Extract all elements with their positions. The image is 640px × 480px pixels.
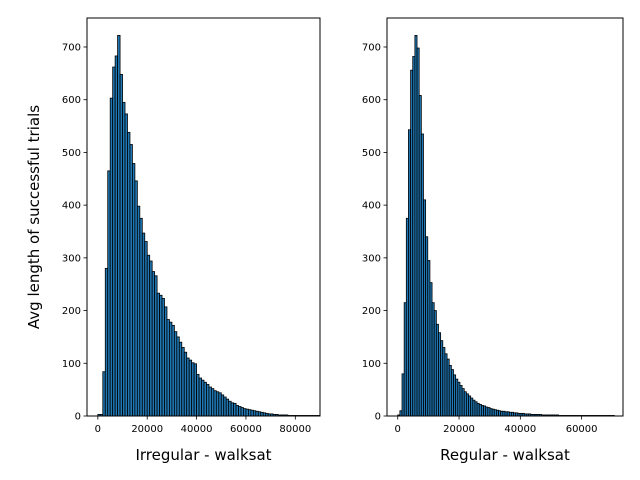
x-tick-label: 40000 — [181, 424, 213, 435]
x-tick-label: 0 — [395, 424, 401, 435]
y-tick-label: 700 — [62, 42, 81, 53]
y-tick-label: 100 — [62, 359, 81, 370]
right-axes-frame — [386, 17, 624, 417]
y-tick-label: 300 — [362, 253, 381, 264]
left-panel: 0 100 200 300 400 500 600 700 0 20000 40000 60000 8… — [25, 17, 321, 464]
x-tick-label: 60000 — [566, 424, 598, 435]
y-tick-label: 600 — [362, 95, 381, 106]
y-axis-label: Avg length of successful trials — [25, 105, 43, 329]
x-tick-label: 60000 — [230, 424, 262, 435]
y-tick-label: 400 — [62, 201, 81, 212]
right-y-axis: 0 100 200 300 400 500 600 700 — [362, 42, 387, 423]
x-tick-label: 80000 — [279, 424, 311, 435]
y-tick-label: 0 — [75, 412, 81, 423]
y-tick-label: 500 — [62, 148, 81, 159]
y-tick-label: 400 — [362, 201, 381, 212]
x-tick-label: 20000 — [131, 424, 163, 435]
y-tick-label: 200 — [362, 306, 381, 317]
y-tick-label: 600 — [62, 95, 81, 106]
left-y-axis: 0 100 200 300 400 500 600 700 — [62, 42, 87, 423]
right-x-axis-label: Regular - walksat — [440, 446, 570, 464]
x-tick-label: 0 — [95, 424, 101, 435]
left-x-axis-label: Irregular - walksat — [135, 446, 271, 464]
x-tick-label: 20000 — [443, 424, 475, 435]
y-tick-label: 300 — [62, 253, 81, 264]
y-tick-label: 500 — [362, 148, 381, 159]
left-axes-frame — [86, 17, 321, 417]
y-tick-label: 0 — [375, 412, 381, 423]
x-tick-label: 40000 — [504, 424, 536, 435]
right-x-axis: 0 20000 40000 60000 — [395, 416, 598, 435]
left-x-axis: 0 20000 40000 60000 80000 — [95, 416, 311, 435]
y-tick-label: 200 — [62, 306, 81, 317]
y-tick-label: 100 — [362, 359, 381, 370]
y-tick-label: 700 — [362, 42, 381, 53]
